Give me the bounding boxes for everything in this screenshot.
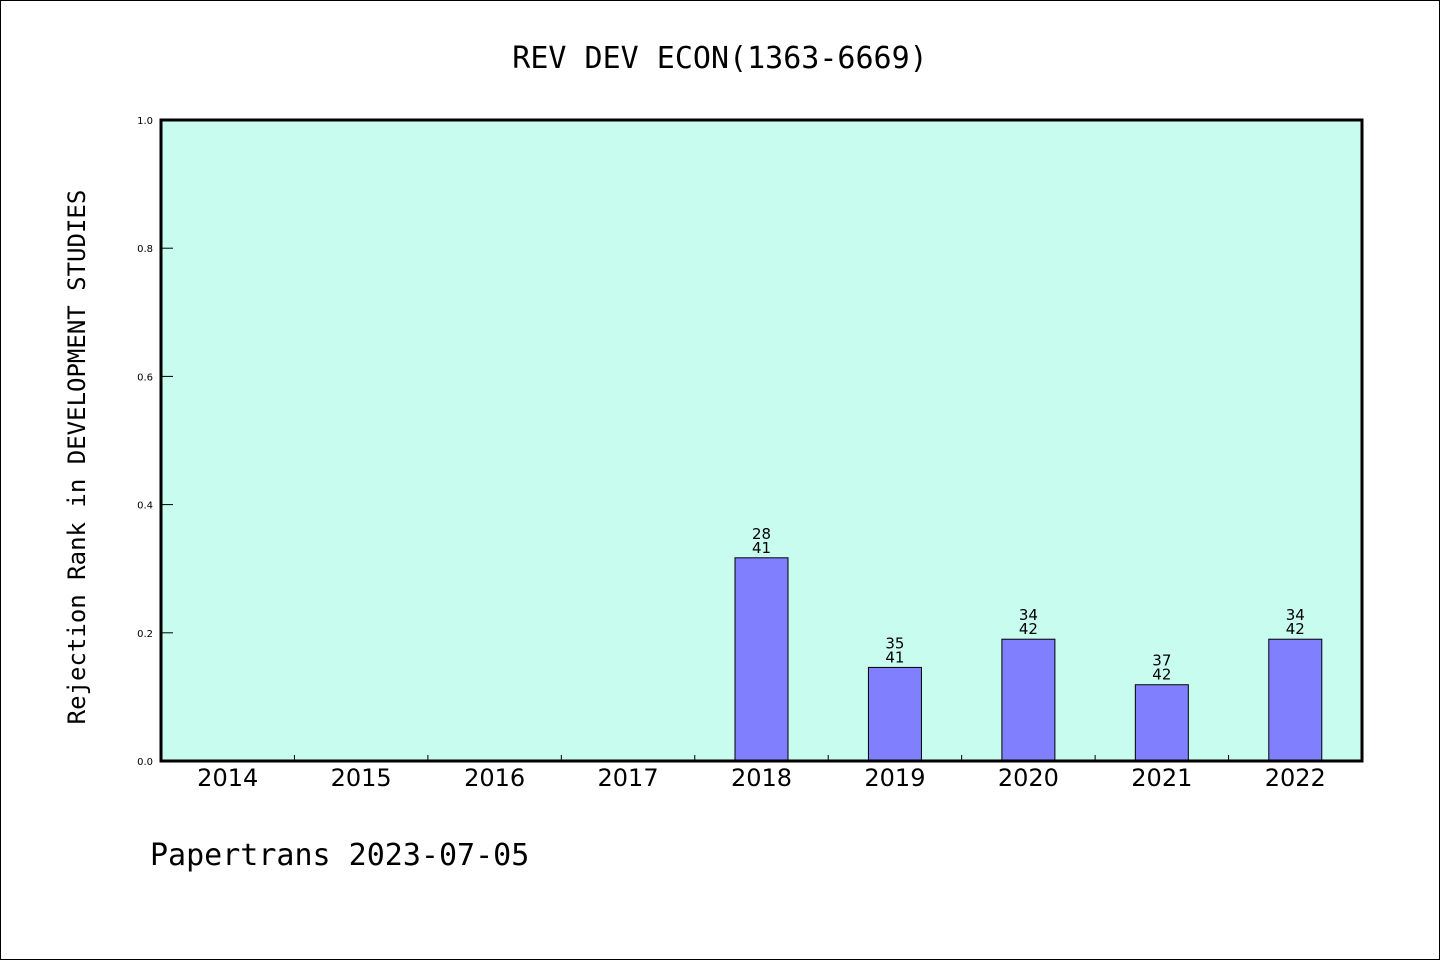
bar-2020 (1001, 638, 1056, 762)
bar-2019 (867, 666, 922, 762)
x-axis: 2014 2015 2016 2017 2018 2019 2020 2021 2022 (197, 755, 1326, 792)
y-tick-label-0.8: 0.8 (137, 244, 153, 255)
bar-label-top-2021: 37 (1152, 652, 1171, 670)
x-tick-label-2022: 2022 (1265, 764, 1326, 792)
bar-label-bottom-2019: 41 (885, 648, 904, 666)
y-tick-label-0.0: 0.0 (137, 757, 153, 768)
footer-text: Papertrans 2023-07-05 (150, 838, 529, 873)
bar-2021 (1134, 684, 1189, 762)
bar-label-top-2019: 35 (885, 634, 904, 652)
bar-label-bottom-2022: 42 (1286, 620, 1305, 638)
x-tick-label-2016: 2016 (464, 764, 525, 792)
y-tick-label-0.4: 0.4 (137, 501, 153, 512)
bar-label-bottom-2021: 42 (1152, 666, 1171, 684)
plot-frame (159, 118, 1364, 763)
x-tick-label-2019: 2019 (864, 764, 925, 792)
x-tick-label-2014: 2014 (197, 764, 258, 792)
bar-2022 (1268, 638, 1323, 762)
chart-title: REV DEV ECON(1363-6669) (512, 41, 927, 76)
y-tick-label-0.2: 0.2 (137, 629, 153, 640)
y-axis-label: Rejection Rank in DEVELOPMENT STUDIES (63, 190, 91, 725)
bar-label-bottom-2018: 41 (752, 539, 771, 557)
x-tick-label-2017: 2017 (598, 764, 659, 792)
bar-label-top-2018: 28 (752, 525, 771, 543)
bars-layer (734, 557, 1323, 762)
x-tick-label-2015: 2015 (331, 764, 392, 792)
bar-label-bottom-2020: 42 (1019, 620, 1038, 638)
x-tick-label-2021: 2021 (1131, 764, 1192, 792)
x-tick-label-2020: 2020 (998, 764, 1059, 792)
x-tick-label-2018: 2018 (731, 764, 792, 792)
bar-2018 (734, 557, 789, 762)
bar-label-top-2022: 34 (1286, 606, 1305, 624)
bar-label-top-2020: 34 (1019, 606, 1038, 624)
y-tick-label-0.6: 0.6 (137, 372, 153, 383)
y-tick-label-1.0: 1.0 (137, 116, 153, 127)
